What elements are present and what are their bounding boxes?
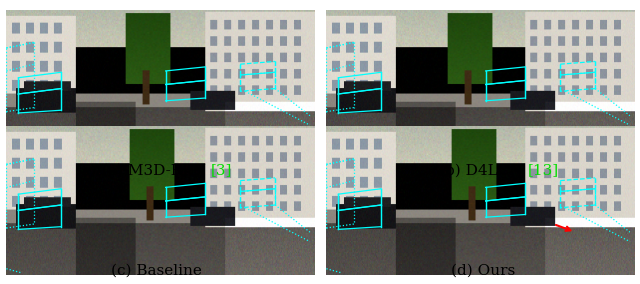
Text: (d) Ours: (d) Ours <box>451 264 515 278</box>
Text: [13]: [13] <box>527 164 559 178</box>
Text: (c) Baseline: (c) Baseline <box>111 264 202 278</box>
Text: [3]: [3] <box>211 164 232 178</box>
Text: (a) M3D-RPN: (a) M3D-RPN <box>102 164 211 178</box>
Text: (b) D4LCN: (b) D4LCN <box>439 164 527 178</box>
